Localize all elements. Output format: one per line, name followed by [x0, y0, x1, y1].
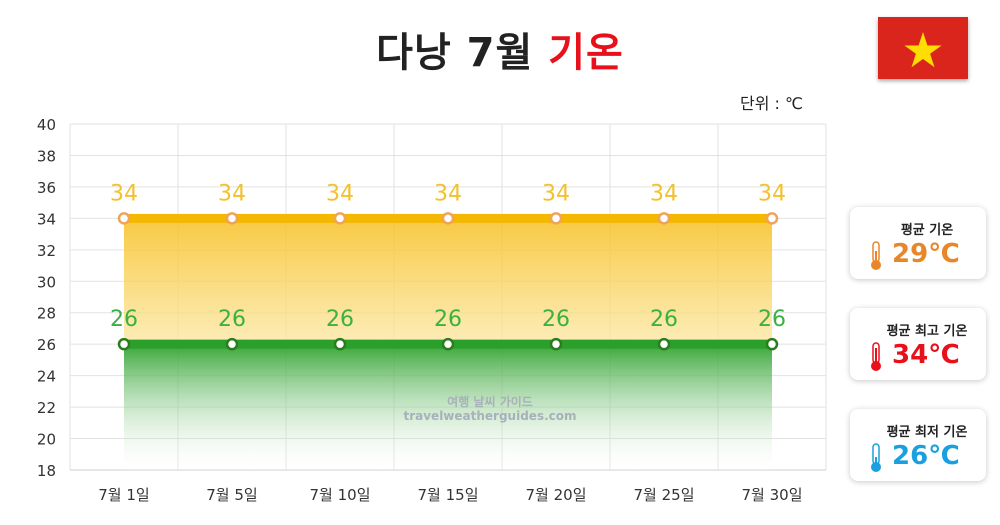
x-tick-label: 7월 5일 [206, 486, 257, 504]
y-tick-label: 32 [37, 242, 56, 260]
page-title: 다낭 7월 기온 [0, 20, 1000, 78]
high-point [333, 212, 347, 225]
avg-high-label: 평균 최고 기온 [886, 324, 968, 339]
x-tick-label: 7월 1일 [98, 486, 149, 504]
y-tick-label: 22 [37, 399, 56, 417]
y-tick-label: 34 [37, 210, 56, 228]
data-labels: 34 34 34 34 34 34 34 26 26 26 26 26 26 26 [110, 181, 786, 332]
high-data-label: 34 [110, 181, 138, 206]
low-point [765, 337, 779, 351]
title-accent: 기온 [548, 30, 624, 76]
thermometer-icon [871, 241, 881, 270]
high-data-label: 34 [326, 181, 354, 206]
avg-temp-value: 29℃ [892, 239, 960, 269]
low-data-label: 26 [218, 307, 246, 332]
axes: 18 20 22 24 26 28 30 32 34 36 38 40 7월 1일 7월 5일 7월 10일… [37, 116, 803, 504]
y-tick-label: 24 [37, 368, 56, 386]
points [117, 212, 779, 351]
avg-low-card: 평균 최저 기온 26℃ [850, 409, 986, 481]
title-prefix: 다낭 7월 [376, 30, 534, 76]
low-point [225, 337, 239, 351]
avg-low-label: 평균 최저 기온 [886, 425, 968, 440]
y-tick-label: 28 [37, 305, 56, 323]
x-tick-label: 7월 20일 [526, 486, 587, 504]
high-data-label: 34 [434, 181, 462, 206]
y-tick-label: 20 [37, 431, 56, 449]
low-point [549, 337, 563, 351]
low-point [333, 337, 347, 351]
high-data-label: 34 [758, 181, 786, 206]
low-area [124, 344, 772, 470]
avg-temp-card: 평균 기온 29℃ [850, 207, 986, 279]
watermark-line2: travelweatherguides.com [403, 409, 577, 423]
high-point [765, 212, 779, 225]
y-tick-label: 38 [37, 147, 56, 165]
low-data-label: 26 [542, 307, 570, 332]
low-data-label: 26 [326, 307, 354, 332]
high-point [657, 212, 671, 225]
high-point [225, 212, 239, 225]
high-area [124, 218, 772, 345]
high-point [441, 212, 455, 225]
vietnam-flag-icon [878, 17, 968, 79]
low-data-label: 26 [434, 307, 462, 332]
y-tick-label: 26 [37, 336, 56, 354]
unit-label: 단위 : ℃ [740, 94, 803, 113]
low-point [657, 337, 671, 351]
x-tick-label: 7월 30일 [742, 486, 803, 504]
high-data-label: 34 [650, 181, 678, 206]
x-tick-label: 7월 10일 [310, 486, 371, 504]
avg-low-value: 26℃ [892, 441, 960, 471]
y-tick-label: 36 [37, 179, 56, 197]
y-tick-label: 30 [37, 273, 56, 291]
y-tick-label: 40 [37, 116, 56, 134]
avg-temp-label: 평균 기온 [900, 223, 954, 238]
low-data-label: 26 [758, 307, 786, 332]
x-tick-label: 7월 15일 [418, 486, 479, 504]
low-point [117, 337, 131, 351]
areas [124, 218, 772, 470]
thermometer-icon [871, 443, 881, 472]
avg-high-value: 34℃ [892, 340, 960, 370]
x-tick-label: 7월 25일 [634, 486, 695, 504]
low-point [441, 337, 455, 351]
high-point [117, 212, 131, 225]
avg-high-card: 평균 최고 기온 34℃ [850, 308, 986, 380]
watermark: 여행 날씨 가이드 travelweatherguides.com [385, 395, 595, 423]
high-point [549, 212, 563, 225]
low-data-label: 26 [650, 307, 678, 332]
high-data-label: 34 [542, 181, 570, 206]
y-tick-label: 18 [37, 462, 56, 480]
watermark-line1: 여행 날씨 가이드 [447, 395, 533, 409]
high-data-label: 34 [218, 181, 246, 206]
low-data-label: 26 [110, 307, 138, 332]
thermometer-icon [871, 342, 881, 371]
